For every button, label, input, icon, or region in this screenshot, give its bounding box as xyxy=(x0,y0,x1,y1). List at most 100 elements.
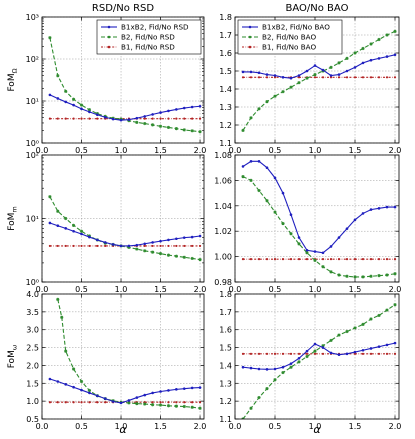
y-axis-label: FoMm xyxy=(7,206,19,230)
data-point-b2 xyxy=(345,329,349,334)
y-tick-label: 10¹ xyxy=(26,215,39,224)
data-point-b1 xyxy=(257,76,261,79)
data-point-b2 xyxy=(321,265,325,269)
data-point-b2 xyxy=(313,349,317,353)
series-line-b2 xyxy=(57,299,201,409)
data-point-b1xb2 xyxy=(297,236,301,239)
data-point-b2 xyxy=(166,253,171,257)
plot-area xyxy=(241,29,397,132)
data-point-b2 xyxy=(72,367,76,371)
legend-marker xyxy=(248,35,252,39)
x-tick-label: 1.5 xyxy=(349,146,362,155)
panel-row2-right: 0.0 0.5 1.0 1.5 2.0 0.98 1.00 1.02 1.04 1.06 1.08 xyxy=(214,151,401,294)
series-line-b1xb2 xyxy=(243,54,396,79)
data-point-b2 xyxy=(64,349,68,353)
x-tick-label: 1.0 xyxy=(309,422,322,431)
data-point-b2 xyxy=(72,223,76,227)
data-point-b1 xyxy=(48,117,52,120)
data-point-b2 xyxy=(393,303,397,307)
data-point-b1xb2 xyxy=(198,234,202,238)
data-point-b1 xyxy=(48,244,52,248)
data-point-b1xb2 xyxy=(313,250,317,253)
data-point-b1 xyxy=(64,401,67,404)
data-point-b1 xyxy=(377,258,381,261)
legend-label-b1xb2: B1xB2, Fid/No RSD xyxy=(121,23,189,32)
data-point-b1 xyxy=(88,244,91,248)
data-point-b1xb2 xyxy=(337,236,341,239)
data-point-b1 xyxy=(369,258,373,261)
data-point-b1 xyxy=(175,117,178,120)
data-point-b2 xyxy=(79,229,84,233)
y-tick-label: 1.4 xyxy=(219,85,232,94)
data-point-b1 xyxy=(143,401,146,404)
data-point-b1xb2 xyxy=(175,237,178,241)
plot-area xyxy=(241,160,397,279)
data-point-b2 xyxy=(190,129,194,133)
axes-frame xyxy=(234,154,400,283)
data-point-b1 xyxy=(72,117,75,120)
data-point-b1xb2 xyxy=(159,239,162,243)
data-point-b1 xyxy=(143,244,146,248)
legend-marker xyxy=(107,35,111,39)
data-point-b1xb2 xyxy=(257,160,261,163)
data-point-b2 xyxy=(329,65,333,69)
data-point-b1xb2 xyxy=(198,104,202,108)
series-line-b1xb2 xyxy=(242,160,395,254)
data-point-b1xb2 xyxy=(377,345,381,348)
data-point-b2 xyxy=(393,272,397,276)
data-point-b2 xyxy=(87,388,92,393)
data-point-b1xb2 xyxy=(111,117,115,121)
axes-frame xyxy=(234,16,400,144)
data-point-b1 xyxy=(249,76,253,79)
data-point-b2 xyxy=(190,256,194,261)
x-tick-label: 2.0 xyxy=(194,285,207,294)
data-point-b1xb2 xyxy=(167,238,170,242)
y-tick-label: 1.3 xyxy=(219,379,232,388)
data-point-b2 xyxy=(182,128,186,132)
y-tick-label: 1.1 xyxy=(219,139,232,148)
data-point-b1xb2 xyxy=(353,66,357,69)
data-point-b1 xyxy=(393,258,397,261)
data-point-b1 xyxy=(361,76,365,79)
data-point-b1 xyxy=(321,76,325,79)
data-point-b2 xyxy=(79,379,84,384)
data-point-b2 xyxy=(257,107,261,111)
y-tick-label: 10² xyxy=(26,55,39,64)
data-point-b2 xyxy=(353,275,357,279)
data-point-b2 xyxy=(241,128,245,132)
data-point-b2 xyxy=(385,33,389,37)
data-point-b1xb2 xyxy=(198,386,202,389)
data-point-b1 xyxy=(241,76,245,79)
data-point-b1 xyxy=(175,244,178,248)
data-point-b1 xyxy=(56,244,59,248)
data-point-b1xb2 xyxy=(190,235,194,239)
data-point-b2 xyxy=(198,130,202,134)
x-tick-label: 0.5 xyxy=(269,285,282,294)
series-line-b1xb2 xyxy=(49,94,201,121)
data-point-b1 xyxy=(191,401,194,404)
data-point-b1 xyxy=(72,401,75,404)
data-point-b2 xyxy=(182,255,186,259)
panel-row3-left: 0.0 0.5 1.0 1.5 2.00.51.01.52.02.53.03.54.0F… xyxy=(7,290,206,431)
data-point-b1xb2 xyxy=(281,76,285,79)
x-tick-label: 0.5 xyxy=(75,146,88,155)
data-point-b1xb2 xyxy=(143,242,147,246)
x-axis-label-right: α xyxy=(313,423,321,436)
data-point-b2 xyxy=(337,273,341,277)
y-tick-label: 10³ xyxy=(26,13,39,22)
col-title-bao: BAO/No BAO xyxy=(286,3,349,14)
data-point-b2 xyxy=(313,258,317,263)
data-point-b1 xyxy=(321,352,325,355)
data-point-b1xb2 xyxy=(103,397,107,400)
y-tick-label: 1.5 xyxy=(219,344,232,353)
data-point-b1xb2 xyxy=(80,232,83,236)
x-tick-label: 0.0 xyxy=(36,285,49,294)
data-point-b1 xyxy=(159,401,162,404)
panel-row1-left: 0.0 0.5 1.0 1.5 2.0 10⁰ 10¹ 10² 10³ B1xB2, Fid/No… xyxy=(7,13,206,155)
data-point-b1 xyxy=(265,258,269,261)
data-point-b1 xyxy=(385,352,389,355)
y-tick-label: 1.5 xyxy=(219,67,232,76)
